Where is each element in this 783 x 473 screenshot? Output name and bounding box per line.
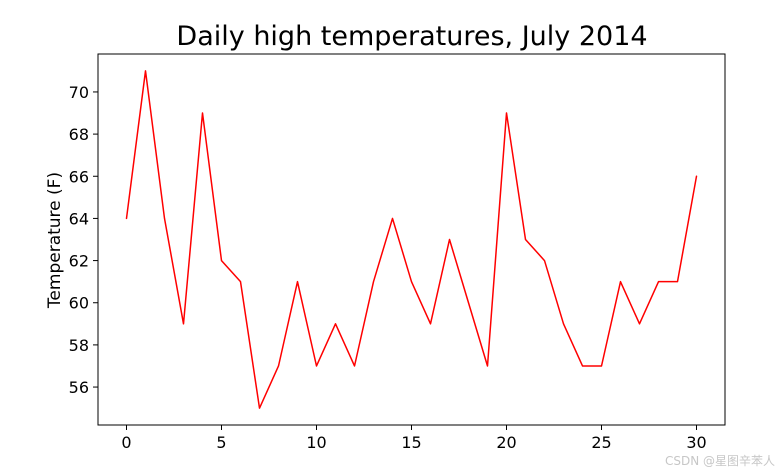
temperature-point	[600, 364, 603, 367]
x-tick-label: 0	[121, 433, 131, 452]
temperature-point	[619, 280, 622, 283]
y-tick-label: 66	[69, 167, 89, 186]
temperature-point	[239, 280, 242, 283]
temperature-point	[505, 111, 508, 114]
temperature-point	[486, 364, 489, 367]
plot-area: 0 5 10 15 20 25 30 56 58 60 62 64 66 68 70	[69, 53, 726, 452]
temperature-point	[695, 175, 698, 178]
x-tick-label: 5	[216, 433, 226, 452]
temperature-line	[125, 70, 698, 409]
temperature-point	[448, 238, 451, 241]
y-tick-label: 64	[69, 209, 89, 228]
temperature-point	[201, 111, 204, 114]
temperature-point	[353, 364, 356, 367]
temperature-point	[258, 407, 261, 410]
x-tick-label: 25	[591, 433, 611, 452]
y-tick-label: 58	[69, 336, 89, 355]
temperature-point	[410, 280, 413, 283]
temperature-point	[543, 259, 546, 262]
y-tick-label: 60	[69, 294, 89, 313]
temperature-point	[125, 217, 128, 220]
y-tick-label: 70	[69, 83, 89, 102]
temperature-point	[372, 280, 375, 283]
temperature-point	[220, 259, 223, 262]
chart-title: Daily high temperatures, July 2014	[176, 21, 647, 52]
temperature-point	[334, 322, 337, 325]
y-axis-label: Temperature (F)	[45, 172, 65, 309]
temperature-point	[676, 280, 679, 283]
temperature-point	[581, 364, 584, 367]
y-tick-label: 62	[69, 252, 89, 271]
temperature-point	[524, 238, 527, 241]
temperature-point	[182, 322, 185, 325]
y-tick-label: 56	[69, 378, 89, 397]
y-tick-label: 68	[69, 125, 89, 144]
x-tick-label: 20	[496, 433, 516, 452]
x-tick-label: 10	[306, 433, 326, 452]
temperature-point	[144, 69, 147, 72]
plot-frame	[97, 53, 726, 426]
temperature-point	[163, 217, 166, 220]
x-tick-label: 15	[401, 433, 421, 452]
temperature-point	[296, 280, 299, 283]
temperature-point	[315, 364, 318, 367]
temperature-point	[467, 301, 470, 304]
temperature-point	[429, 322, 432, 325]
temperature-point	[391, 217, 394, 220]
temperature-point	[638, 322, 641, 325]
watermark: CSDN @星图辛苯人	[664, 454, 775, 468]
x-tick-label: 30	[686, 433, 706, 452]
temperature-point	[562, 322, 565, 325]
temperature-point	[277, 364, 280, 367]
temperature-point	[657, 280, 660, 283]
